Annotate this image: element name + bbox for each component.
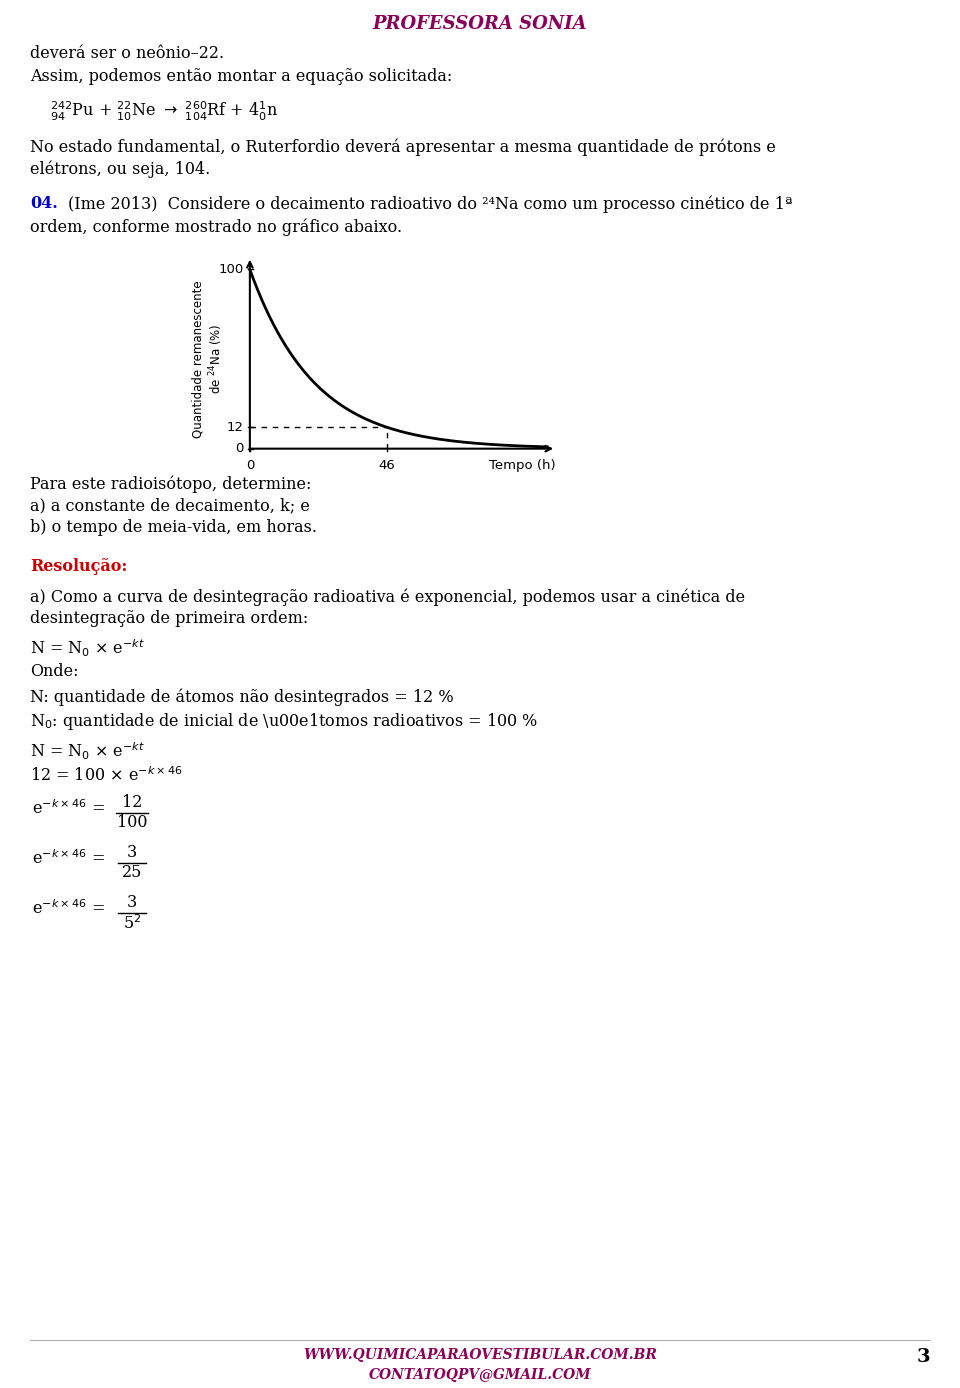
Text: N: quantidade de átomos não desintegrados = 12 %: N: quantidade de átomos não desintegrado…	[30, 688, 454, 705]
Text: 12: 12	[227, 421, 244, 433]
Text: (Ime 2013)  Considere o decaimento radioativo do ²⁴Na como um processo cinético : (Ime 2013) Considere o decaimento radioa…	[68, 194, 792, 212]
Text: deverá ser o neônio–22.: deverá ser o neônio–22.	[30, 44, 224, 62]
Text: 3: 3	[917, 1348, 930, 1366]
Text: a) a constante de decaimento, k; e: a) a constante de decaimento, k; e	[30, 497, 310, 514]
Text: 0: 0	[246, 459, 254, 472]
Text: e$^{-k\times46}$ =: e$^{-k\times46}$ =	[32, 899, 105, 917]
Text: 3: 3	[127, 894, 137, 911]
Text: Quantidade remanescente
de $^{24}$Na (%): Quantidade remanescente de $^{24}$Na (%)	[192, 280, 225, 437]
Text: Resolução:: Resolução:	[30, 558, 128, 575]
Text: 46: 46	[378, 459, 395, 472]
Text: Assim, podemos então montar a equação solicitada:: Assim, podemos então montar a equação so…	[30, 68, 452, 85]
Text: 3: 3	[127, 844, 137, 861]
Text: 04.: 04.	[30, 194, 58, 212]
Text: Onde:: Onde:	[30, 663, 79, 680]
Text: Para este radioisótopo, determine:: Para este radioisótopo, determine:	[30, 475, 311, 493]
Text: 100: 100	[117, 813, 147, 831]
Text: b) o tempo de meia-vida, em horas.: b) o tempo de meia-vida, em horas.	[30, 519, 317, 536]
Text: e$^{-k\times46}$ =: e$^{-k\times46}$ =	[32, 849, 105, 868]
Text: e$^{-k\times46}$ =: e$^{-k\times46}$ =	[32, 799, 105, 818]
Text: 25: 25	[122, 863, 142, 881]
Text: CONTATOQPV@GMAIL.COM: CONTATOQPV@GMAIL.COM	[369, 1369, 591, 1382]
Text: PROFESSORA SONIA: PROFESSORA SONIA	[372, 15, 588, 33]
Text: a) Como a curva de desintegração radioativa é exponencial, podemos usar a cinéti: a) Como a curva de desintegração radioat…	[30, 589, 745, 605]
Text: WWW.QUIMICAPARAOVESTIBULAR.COM.BR: WWW.QUIMICAPARAOVESTIBULAR.COM.BR	[303, 1348, 657, 1362]
Text: ordem, conforme mostrado no gráfico abaixo.: ordem, conforme mostrado no gráfico abai…	[30, 218, 402, 236]
Text: 0: 0	[235, 443, 244, 455]
Text: desintegração de primeira ordem:: desintegração de primeira ordem:	[30, 609, 308, 627]
Text: 12 = 100 $\times$ e$^{-k\times46}$: 12 = 100 $\times$ e$^{-k\times46}$	[30, 766, 182, 784]
Text: $^{242}_{94}$Pu + $^{22}_{10}$Ne $\rightarrow$ $^{260}_{104}$Rf + 4$^{1}_{0}$n: $^{242}_{94}$Pu + $^{22}_{10}$Ne $\right…	[50, 100, 278, 124]
Text: 12: 12	[122, 794, 142, 811]
Text: elétrons, ou seja, 104.: elétrons, ou seja, 104.	[30, 160, 210, 178]
Text: No estado fundamental, o Ruterfordio deverá apresentar a mesma quantidade de pró: No estado fundamental, o Ruterfordio dev…	[30, 137, 776, 155]
Text: Tempo (h): Tempo (h)	[490, 459, 556, 472]
Text: N$_0$: quantidade de inicial de \u00e1tomos radioativos = 100 %: N$_0$: quantidade de inicial de \u00e1to…	[30, 711, 539, 731]
Text: 5$^2$: 5$^2$	[123, 915, 141, 933]
Text: N = N$_0$ $\times$ e$^{-kt}$: N = N$_0$ $\times$ e$^{-kt}$	[30, 638, 145, 659]
Text: 100: 100	[219, 262, 244, 276]
Text: N = N$_0$ $\times$ e$^{-kt}$: N = N$_0$ $\times$ e$^{-kt}$	[30, 741, 145, 762]
